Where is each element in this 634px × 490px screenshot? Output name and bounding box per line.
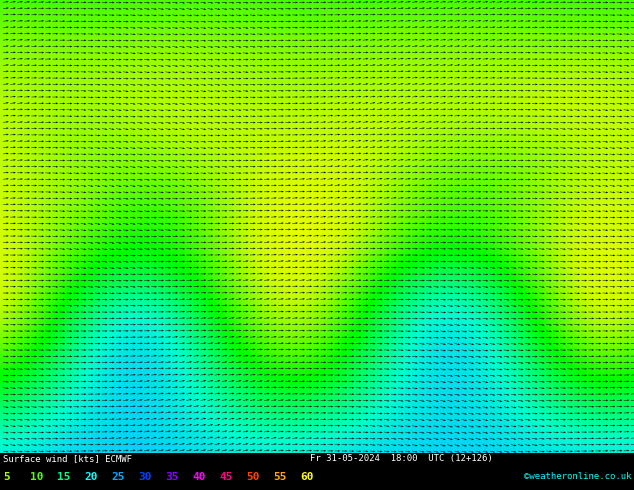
Text: Fr 31-05-2024  18:00  UTC (12+126): Fr 31-05-2024 18:00 UTC (12+126) (310, 454, 493, 463)
Text: 15: 15 (57, 472, 70, 482)
Text: ©weatheronline.co.uk: ©weatheronline.co.uk (524, 472, 631, 481)
Text: 60: 60 (300, 472, 313, 482)
Text: 5: 5 (3, 472, 10, 482)
Text: 20: 20 (84, 472, 98, 482)
Text: Surface wind [kts] ECMWF: Surface wind [kts] ECMWF (3, 454, 132, 463)
Text: 35: 35 (165, 472, 179, 482)
Text: 55: 55 (273, 472, 287, 482)
Text: 25: 25 (111, 472, 124, 482)
Text: 10: 10 (30, 472, 44, 482)
Text: 40: 40 (192, 472, 205, 482)
Text: 30: 30 (138, 472, 152, 482)
Text: 50: 50 (246, 472, 259, 482)
Text: 45: 45 (219, 472, 233, 482)
